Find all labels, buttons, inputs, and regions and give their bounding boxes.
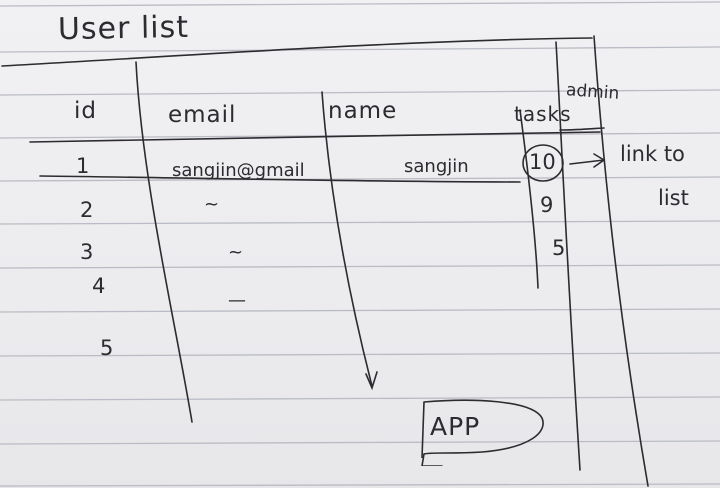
column-header-id: id [74,98,97,124]
column-header-email: email [168,102,237,128]
row-5-id: 5 [100,336,114,360]
row-3-tasks[interactable]: 5 [552,236,566,260]
row-2-tasks[interactable]: 9 [540,193,554,217]
app-button-outline [421,399,544,466]
app-button-label: APP [430,412,481,441]
column-header-tasks: tasks [514,102,572,126]
row-1-tasks[interactable]: 10 [529,150,556,174]
row-2-email: ~ [204,194,220,215]
row-1-id: 1 [76,154,90,178]
row-3-email: ~ [228,242,244,263]
column-header-admin: admin [565,80,620,104]
annotation-list: list [658,186,689,210]
row-3-id: 3 [80,240,94,264]
row-2-id: 2 [80,198,94,222]
row-1-email: sangjin@gmail [172,160,305,181]
annotation-link-to: link to [620,142,685,166]
row-4-email: — [228,290,246,311]
row-4-id: 4 [92,274,106,298]
column-header-name: name [328,98,398,124]
row-1-name: sangjin [404,156,469,177]
page-title: User list [57,9,190,48]
app-button[interactable]: APP [412,396,548,466]
